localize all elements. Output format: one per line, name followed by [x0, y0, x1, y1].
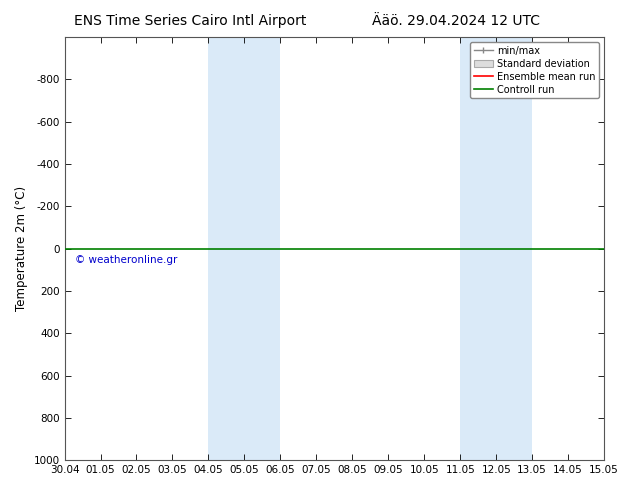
Bar — [209, 37, 244, 460]
Text: ENS Time Series Cairo Intl Airport: ENS Time Series Cairo Intl Airport — [74, 14, 306, 28]
Y-axis label: Temperature 2m (°C): Temperature 2m (°C) — [15, 186, 28, 311]
Bar — [244, 37, 280, 460]
Legend: min/max, Standard deviation, Ensemble mean run, Controll run: min/max, Standard deviation, Ensemble me… — [470, 42, 599, 98]
Bar — [460, 37, 496, 460]
Text: Ääö. 29.04.2024 12 UTC: Ääö. 29.04.2024 12 UTC — [373, 14, 540, 28]
Text: © weatheronline.gr: © weatheronline.gr — [75, 255, 178, 265]
Bar — [496, 37, 532, 460]
